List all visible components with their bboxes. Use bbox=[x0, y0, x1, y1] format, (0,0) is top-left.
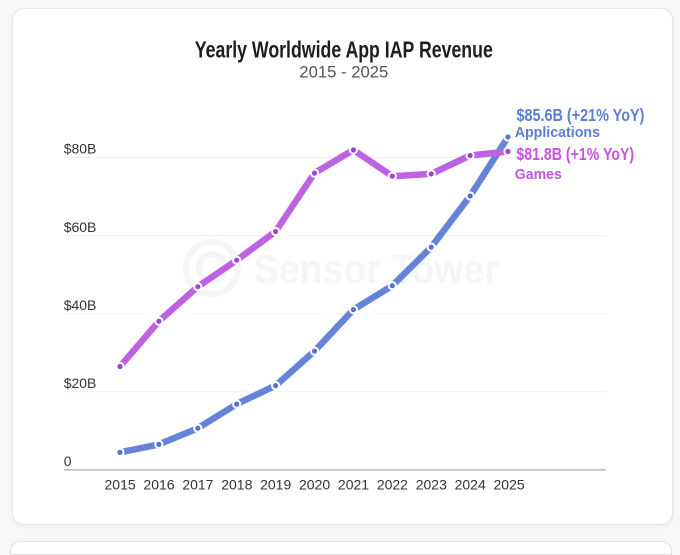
svg-text:2018: 2018 bbox=[221, 476, 252, 492]
svg-text:$20B: $20B bbox=[64, 375, 97, 391]
svg-text:2015: 2015 bbox=[105, 476, 136, 492]
svg-text:Sensor Tower: Sensor Tower bbox=[254, 246, 499, 292]
svg-text:0: 0 bbox=[64, 453, 72, 469]
svg-text:$85.6B (+21% YoY): $85.6B (+21% YoY) bbox=[517, 105, 645, 125]
svg-text:$40B: $40B bbox=[64, 297, 97, 313]
svg-text:2020: 2020 bbox=[299, 476, 330, 492]
svg-text:$60B: $60B bbox=[64, 219, 97, 235]
svg-text:2017: 2017 bbox=[182, 476, 213, 492]
svg-text:$80B: $80B bbox=[64, 141, 97, 157]
svg-text:2023: 2023 bbox=[416, 476, 447, 492]
svg-text:2016: 2016 bbox=[143, 476, 174, 492]
svg-text:2024: 2024 bbox=[455, 476, 486, 492]
svg-text:2021: 2021 bbox=[338, 476, 369, 492]
svg-text:2025: 2025 bbox=[494, 476, 525, 492]
svg-text:Games: Games bbox=[515, 166, 562, 183]
svg-text:2022: 2022 bbox=[377, 476, 408, 492]
svg-text:2015 - 2025: 2015 - 2025 bbox=[299, 62, 388, 81]
svg-text:2019: 2019 bbox=[260, 476, 291, 492]
svg-text:$81.8B (+1% YoY): $81.8B (+1% YoY) bbox=[516, 144, 634, 164]
svg-text:Yearly Worldwide App IAP Reven: Yearly Worldwide App IAP Revenue bbox=[195, 36, 493, 62]
svg-text:Applications: Applications bbox=[515, 124, 600, 141]
